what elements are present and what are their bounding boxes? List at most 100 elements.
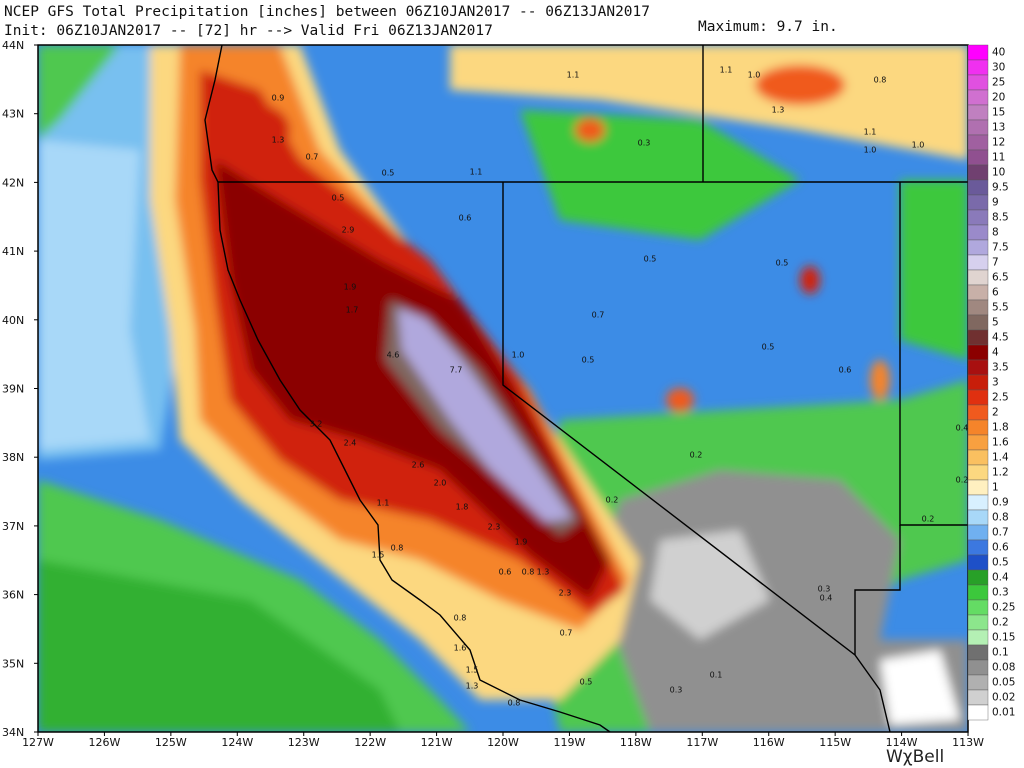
colorbar-cell — [967, 284, 989, 301]
point-label: 3.2 — [310, 420, 323, 429]
point-label: 1.3 — [772, 106, 785, 115]
point-label: 0.8 — [508, 699, 521, 708]
point-label: 2.6 — [412, 461, 425, 470]
colorbar-cell — [967, 674, 989, 691]
lon-label: 127W — [22, 736, 54, 749]
colorbar-cell — [967, 509, 989, 526]
colorbar-cell — [967, 584, 989, 601]
colorbar-label: 0.02 — [992, 692, 1015, 704]
colorbar-cell — [967, 374, 989, 391]
colorbar-cell — [967, 59, 989, 76]
point-label: 7.7 — [450, 366, 463, 375]
point-label: 1.3 — [466, 682, 479, 691]
colorbar-cell — [967, 659, 989, 676]
colorbar-cell — [967, 479, 989, 496]
lon-label: 119W — [554, 736, 586, 749]
lon-label: 113W — [952, 736, 984, 749]
point-label: 2.9 — [342, 226, 355, 235]
lat-label: 36N — [2, 589, 24, 602]
title: NCEP GFS Total Precipitation [inches] be… — [4, 4, 650, 20]
colorbar-cell — [967, 524, 989, 541]
point-label: 0.7 — [592, 311, 605, 320]
colorbar-cell — [967, 299, 989, 316]
boundaries — [204, 44, 968, 733]
lat-label: 40N — [2, 314, 24, 327]
colorbar-label: 0.4 — [992, 572, 1009, 584]
colorbar-cell — [967, 134, 989, 151]
point-label: 1.8 — [456, 503, 469, 512]
lon-label: 115W — [819, 736, 851, 749]
colorbar-label: 0.25 — [992, 602, 1015, 614]
lat-label: 44N — [2, 39, 24, 52]
point-label: 0.6 — [459, 214, 472, 223]
point-label: 0.5 — [382, 169, 395, 178]
point-label: 1.1 — [720, 66, 733, 75]
point-label: 2.0 — [434, 479, 447, 488]
colorbar-label: 0.1 — [992, 647, 1009, 659]
colorbar-label: 3 — [992, 377, 999, 389]
point-label: 1.3 — [537, 568, 550, 577]
colorbar-label: 7 — [992, 257, 999, 269]
point-label: 0.5 — [644, 255, 657, 264]
lat-label: 39N — [2, 383, 24, 396]
point-label: 1.0 — [912, 141, 925, 150]
colorbar-label: 0.08 — [992, 662, 1015, 674]
lon-label: 126W — [88, 736, 120, 749]
colorbar-label: 0.01 — [992, 707, 1015, 719]
lat-label: 41N — [2, 245, 24, 258]
point-label: 1.5 — [466, 666, 479, 675]
point-label: 0.4 — [820, 594, 833, 603]
colorbar-cell — [967, 359, 989, 376]
colorbar-cell — [967, 434, 989, 451]
lat-label: 42N — [2, 176, 24, 189]
lat-label: 35N — [2, 657, 24, 670]
colorbar-cell — [967, 569, 989, 586]
point-label: 1.0 — [512, 351, 525, 360]
colorbar-label: 3.5 — [992, 362, 1009, 374]
colorbar-cell — [967, 254, 989, 271]
colorbar-cell — [967, 539, 989, 556]
lon-label: 125W — [155, 736, 187, 749]
colorbar-label: 1.6 — [992, 437, 1009, 449]
lon-label: 123W — [288, 736, 320, 749]
point-label: 1.1 — [377, 499, 390, 508]
lon-label: 117W — [686, 736, 718, 749]
colorbar-label: 6 — [992, 287, 999, 299]
logo: WχBell — [886, 747, 944, 767]
colorbar-cell — [967, 209, 989, 226]
point-label: 0.1 — [710, 671, 723, 680]
point-label: 0.2 — [606, 496, 619, 505]
colorbar-cell — [967, 164, 989, 181]
point-label: 0.3 — [670, 686, 683, 695]
colorbar-label: 0.15 — [992, 632, 1015, 644]
colorbar-cell — [967, 329, 989, 346]
point-label: 0.2 — [690, 451, 703, 460]
colorbar-cell — [967, 704, 989, 721]
colorbar-label: 0.3 — [992, 587, 1009, 599]
colorbar-label: 1.4 — [992, 452, 1009, 464]
colorbar-cell — [967, 419, 989, 436]
point-label: 0.9 — [272, 94, 285, 103]
colorbar-label: 1 — [992, 482, 999, 494]
colorbar-cell — [967, 614, 989, 631]
lon-label: 116W — [753, 736, 785, 749]
lon-label: 120W — [487, 736, 519, 749]
point-label: 2.3 — [559, 589, 572, 598]
colorbar-label: 1.8 — [992, 422, 1009, 434]
point-label: 2.4 — [344, 439, 357, 448]
colorbar-cell — [967, 194, 989, 211]
colorbar-label: 40 — [992, 47, 1005, 59]
colorbar-label: 20 — [992, 92, 1005, 104]
point-label: 1.9 — [344, 283, 357, 292]
colorbar-cell — [967, 344, 989, 361]
lon-label: 124W — [221, 736, 253, 749]
colorbar-label: 10 — [992, 167, 1005, 179]
colorbar-cell — [967, 119, 989, 136]
colorbar-label: 2 — [992, 407, 999, 419]
point-label: 0.5 — [776, 259, 789, 268]
colorbar-cell — [967, 629, 989, 646]
colorbar-cell — [967, 104, 989, 121]
colorbar-cell — [967, 224, 989, 241]
colorbar-cell — [967, 464, 989, 481]
colorbar-cell — [967, 179, 989, 196]
